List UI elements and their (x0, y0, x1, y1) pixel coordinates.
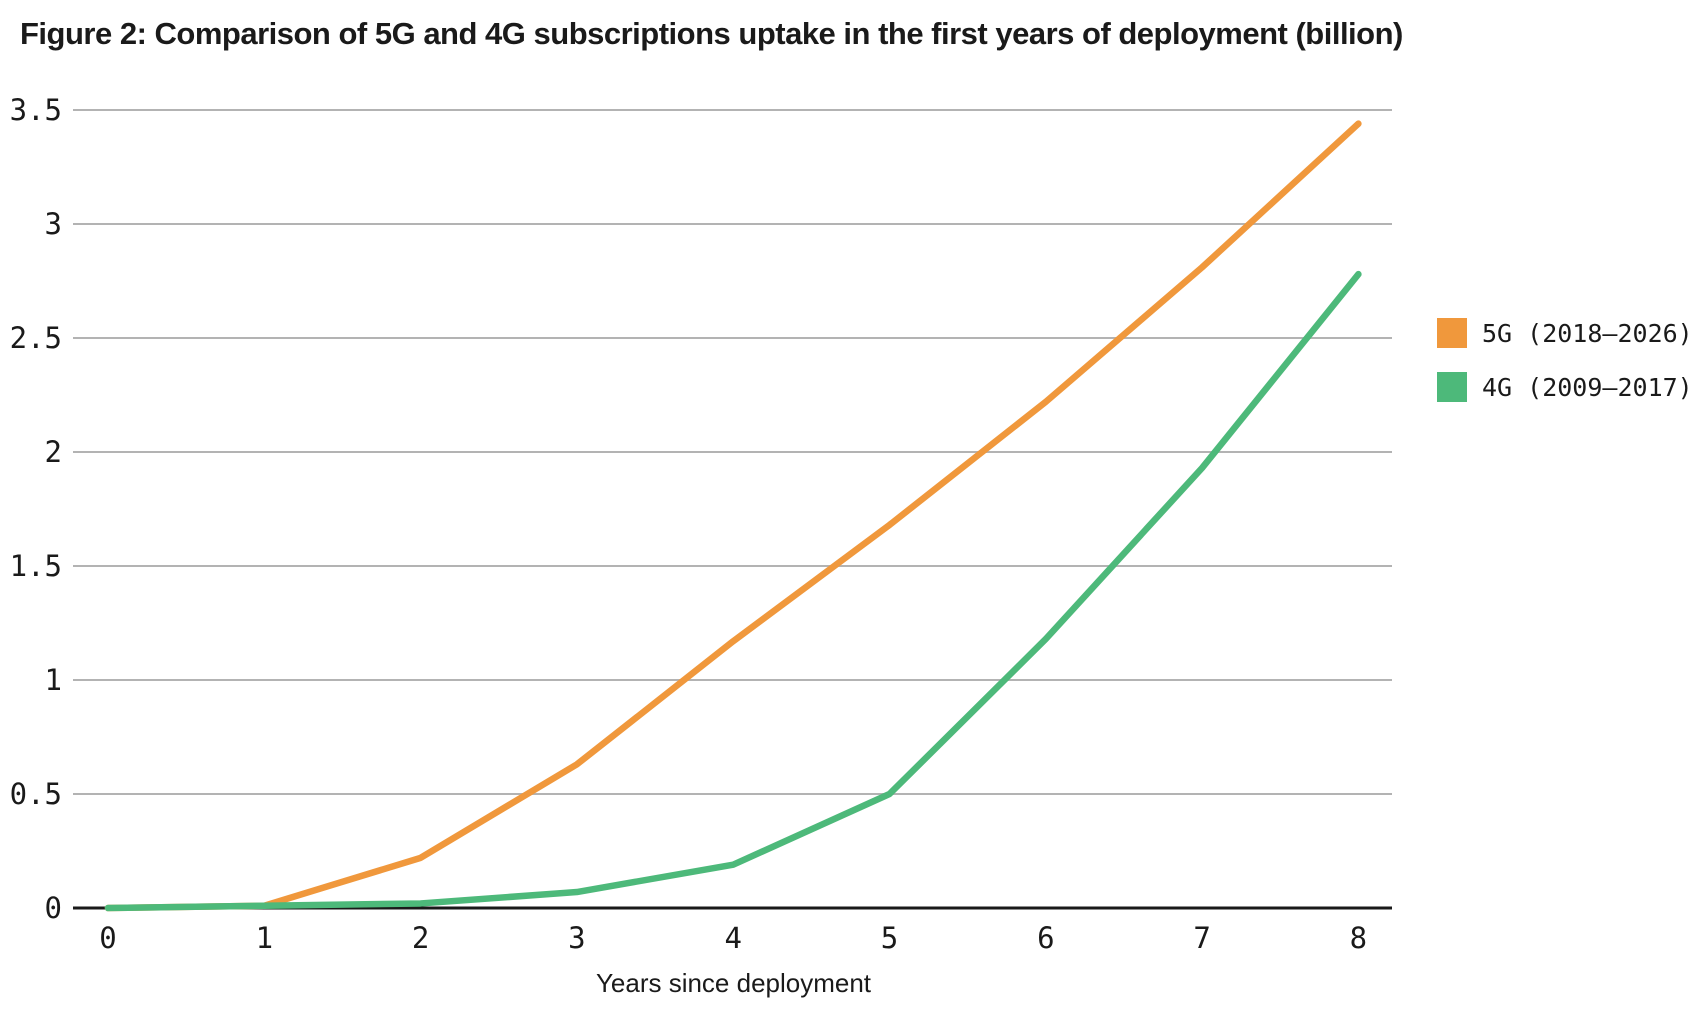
x-tick-label: 4 (724, 921, 742, 955)
legend-swatch-5g-icon (1437, 318, 1467, 348)
y-tick-label: 1.5 (9, 549, 62, 583)
x-tick-label: 0 (99, 921, 117, 955)
legend-item-5g: 5G (2018–2026) (1437, 318, 1693, 348)
legend-label-4g: 4G (2009–2017) (1482, 372, 1693, 402)
legend: 5G (2018–2026) 4G (2009–2017) (1437, 318, 1693, 402)
legend-item-4g: 4G (2009–2017) (1437, 372, 1693, 402)
chart-title: Figure 2: Comparison of 5G and 4G subscr… (20, 16, 1403, 51)
y-tick-label: 0 (44, 891, 62, 925)
series-line-5g (104, 120, 1362, 912)
legend-label-5g: 5G (2018–2026) (1482, 318, 1693, 348)
x-tick-label: 8 (1349, 921, 1368, 955)
x-tick-label: 1 (255, 921, 274, 955)
y-tick-label: 3.5 (9, 93, 62, 127)
x-tick-label: 3 (568, 921, 586, 955)
x-tick-label: 2 (411, 921, 430, 955)
x-tick-label: 7 (1193, 921, 1211, 955)
series-line-4g (104, 270, 1362, 912)
y-tick-label: 1 (44, 663, 62, 697)
y-tick-label: 0.5 (9, 777, 62, 811)
legend-swatch-4g-icon (1437, 372, 1467, 402)
y-tick-label: 2 (44, 435, 62, 469)
x-tick-label: 6 (1037, 921, 1055, 955)
y-tick-label: 2.5 (9, 321, 62, 355)
x-tick-label: 5 (880, 921, 899, 955)
y-tick-label: 3 (44, 207, 62, 241)
x-axis-title: Years since deployment (595, 968, 872, 998)
